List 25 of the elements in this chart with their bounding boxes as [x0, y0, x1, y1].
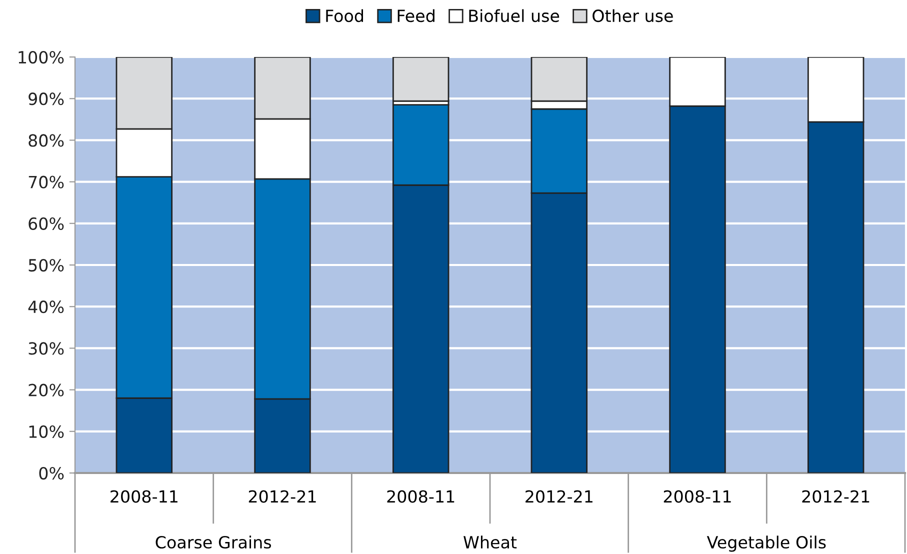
x-tick-label: 2008-11 [664, 490, 731, 503]
legend-label: Biofuel use [469, 9, 560, 22]
x-tick-label: 2008-11 [110, 490, 178, 503]
y-tick-label: 40% [28, 300, 64, 314]
text: Coarse Grains [156, 536, 272, 549]
text: Wheat [464, 536, 517, 549]
legend-label: Feed [398, 9, 434, 22]
x-tick-label: 2008-11 [387, 490, 454, 503]
legend-label: Food [326, 9, 363, 22]
y-tick-label: 30% [28, 342, 64, 355]
y-tick-label: 0% [39, 466, 64, 480]
bar [392, 57, 450, 102]
text: Vegetable Oils [706, 536, 826, 552]
y-tick-label: 90% [28, 92, 64, 106]
legend-label: Other use [592, 9, 673, 22]
y-tick-label: 10% [29, 425, 64, 438]
y-tick-label: 50% [28, 258, 64, 272]
y-tick-label: 60% [28, 217, 64, 230]
y-tick-label: 70% [28, 176, 64, 188]
y-tick-label: 100% [18, 50, 64, 64]
y-tick-label: 20% [28, 384, 64, 396]
x-tick-label: 2012-21 [802, 490, 870, 503]
x-tick-label: 2012-21 [526, 490, 592, 503]
y-tick-label: 80% [28, 134, 64, 147]
x-tick-label: 2012-21 [248, 490, 316, 503]
